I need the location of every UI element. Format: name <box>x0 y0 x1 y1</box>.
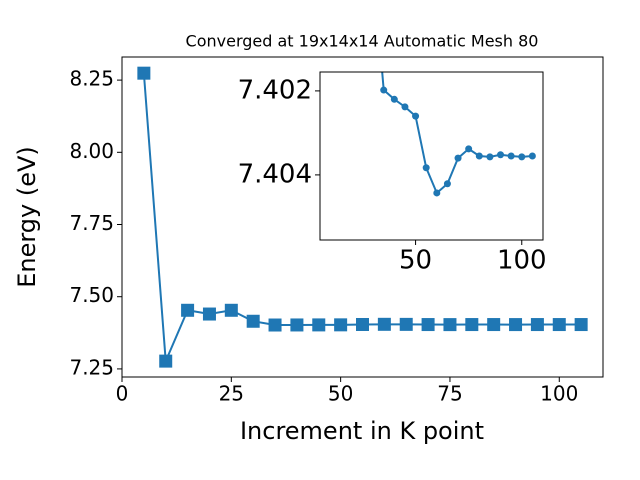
x-axis-label: Increment in K point <box>240 417 484 445</box>
y-tick-label: 8.00 <box>69 139 114 163</box>
marker <box>518 153 526 161</box>
marker <box>454 154 462 162</box>
x-tick-label: 0 <box>116 382 129 406</box>
y-tick-label: 7.75 <box>69 211 114 235</box>
marker <box>433 189 441 197</box>
marker <box>246 314 260 328</box>
x-tick-label: 100 <box>540 382 578 406</box>
marker <box>412 112 420 120</box>
marker <box>465 145 473 153</box>
marker <box>475 152 483 160</box>
marker <box>422 164 430 172</box>
marker <box>497 151 505 159</box>
marker <box>528 152 536 160</box>
series-line <box>381 72 533 195</box>
marker <box>487 318 501 332</box>
marker <box>268 318 282 332</box>
x-tick-label: 75 <box>437 382 462 406</box>
y-tick-label: 7.404 <box>238 159 312 189</box>
marker <box>377 317 391 331</box>
marker <box>159 354 173 368</box>
y-axis-label: Energy (eV) <box>13 146 41 288</box>
marker <box>486 153 494 161</box>
axes-frame <box>121 56 604 378</box>
marker <box>137 66 151 80</box>
marker <box>507 152 515 160</box>
y-tick-label: 7.402 <box>238 75 312 105</box>
x-tick-label: 50 <box>399 246 432 276</box>
marker <box>181 303 195 317</box>
y-tick-label: 7.25 <box>69 355 114 379</box>
marker <box>334 318 348 332</box>
x-tick-label: 50 <box>328 382 353 406</box>
marker <box>574 318 588 332</box>
marker <box>224 303 238 317</box>
marker <box>290 318 304 332</box>
chart-title: Converged at 19x14x14 Automatic Mesh 80 <box>186 32 539 51</box>
marker <box>356 317 369 331</box>
marker <box>465 318 479 332</box>
marker <box>401 103 409 111</box>
marker <box>443 318 457 332</box>
marker <box>380 86 388 94</box>
marker <box>399 317 413 331</box>
y-tick-label: 8.25 <box>69 67 114 91</box>
marker <box>509 318 523 332</box>
marker <box>390 95 398 103</box>
marker <box>530 318 544 332</box>
y-tick-label: 7.50 <box>69 283 114 307</box>
marker <box>421 318 435 332</box>
marker <box>202 307 216 321</box>
marker <box>312 318 326 332</box>
marker <box>552 318 566 332</box>
plot-clip <box>380 72 536 197</box>
x-tick-label: 25 <box>219 382 244 406</box>
x-tick-label: 100 <box>497 246 547 276</box>
plot-clip <box>137 66 588 368</box>
axes-frame <box>319 71 544 241</box>
marker <box>443 180 451 188</box>
